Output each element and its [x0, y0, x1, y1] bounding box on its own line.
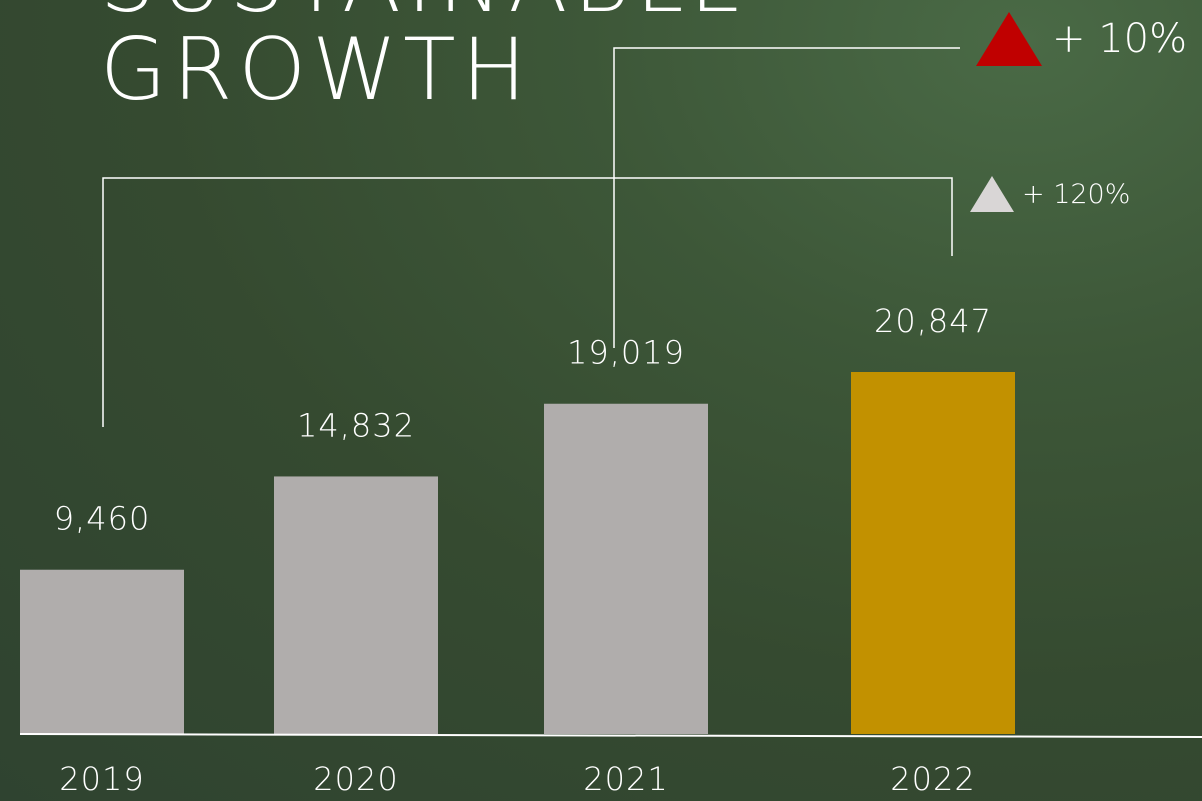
growth-annotation-top: + 10% — [976, 12, 1187, 66]
bar-2022 — [851, 372, 1015, 734]
grey-up-triangle-icon — [970, 176, 1014, 212]
x-tick-label-2020: 2020 — [313, 760, 398, 798]
x-tick-label-2019: 2019 — [59, 760, 144, 798]
growth-connectors — [102, 47, 960, 427]
connector-2019-2022 — [102, 177, 953, 427]
bar-2020 — [274, 476, 438, 734]
page-title: SUSTAINABLE GROWTH — [100, 0, 750, 114]
connector-2021-2022 — [613, 47, 960, 348]
x-tick-label-2022: 2022 — [890, 760, 975, 798]
value-label-2022: 20,847 — [874, 302, 992, 340]
value-labels-group: 9,460 14,832 19,019 20,847 — [54, 302, 992, 538]
growth-top-label: + 10% — [1052, 16, 1188, 62]
x-axis-line — [19, 733, 1202, 738]
bar-2019 — [20, 569, 184, 734]
x-tick-label-2021: 2021 — [583, 760, 668, 798]
x-axis-labels-group: 2019 2020 2021 2022 — [59, 760, 975, 798]
growth-bottom-label: + 120% — [1022, 178, 1131, 210]
title-line-1: SUSTAINABLE — [100, 0, 750, 26]
bar-2021 — [544, 403, 708, 734]
title-line-2: GROWTH — [100, 20, 533, 120]
value-label-2020: 14,832 — [297, 406, 415, 444]
growth-annotation-bottom: + 120% — [970, 176, 1130, 212]
red-up-triangle-icon — [976, 12, 1042, 66]
value-label-2019: 9,460 — [54, 500, 151, 538]
value-label-2021: 19,019 — [567, 334, 685, 372]
bars-group — [20, 372, 1015, 734]
